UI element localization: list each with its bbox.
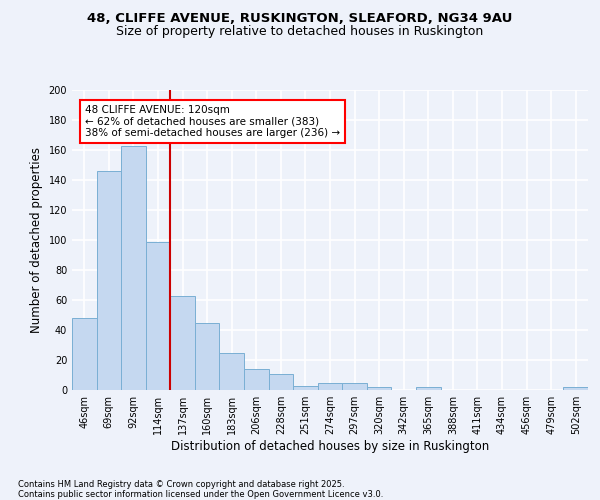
Bar <box>195 322 220 390</box>
Y-axis label: Number of detached properties: Number of detached properties <box>30 147 43 333</box>
Bar <box>367 387 391 390</box>
Bar <box>269 374 293 390</box>
Bar <box>220 352 244 390</box>
X-axis label: Distribution of detached houses by size in Ruskington: Distribution of detached houses by size … <box>171 440 489 453</box>
Bar <box>244 369 269 390</box>
Text: Size of property relative to detached houses in Ruskington: Size of property relative to detached ho… <box>116 25 484 38</box>
Bar <box>146 242 170 390</box>
Bar <box>416 387 440 390</box>
Bar <box>97 171 121 390</box>
Bar <box>563 387 588 390</box>
Bar <box>72 318 97 390</box>
Bar <box>318 382 342 390</box>
Bar <box>170 296 195 390</box>
Bar <box>342 382 367 390</box>
Bar <box>121 146 146 390</box>
Text: 48 CLIFFE AVENUE: 120sqm
← 62% of detached houses are smaller (383)
38% of semi-: 48 CLIFFE AVENUE: 120sqm ← 62% of detach… <box>85 105 340 138</box>
Text: Contains HM Land Registry data © Crown copyright and database right 2025.
Contai: Contains HM Land Registry data © Crown c… <box>18 480 383 499</box>
Bar <box>293 386 318 390</box>
Text: 48, CLIFFE AVENUE, RUSKINGTON, SLEAFORD, NG34 9AU: 48, CLIFFE AVENUE, RUSKINGTON, SLEAFORD,… <box>88 12 512 26</box>
